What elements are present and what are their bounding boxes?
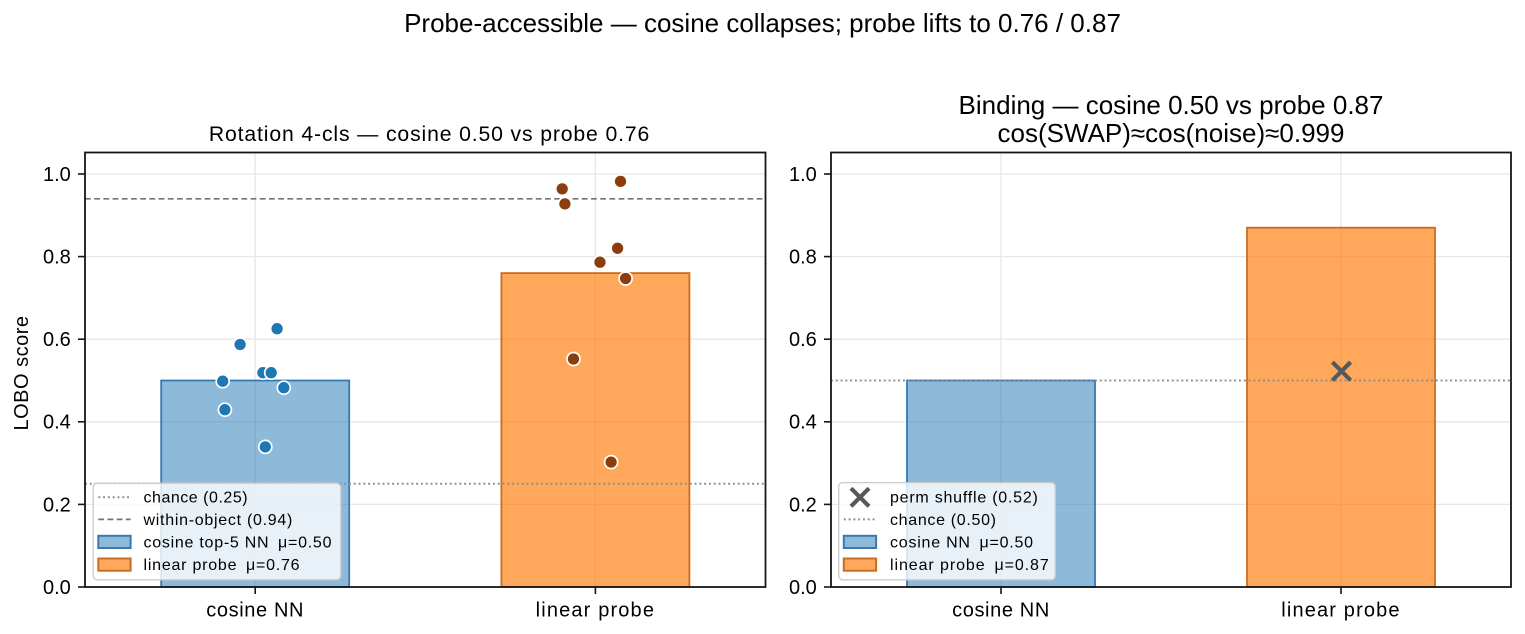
svg-text:0.8: 0.8 [43, 247, 71, 269]
svg-text:1.0: 1.0 [43, 164, 71, 186]
svg-text:Probe-accessible — cosine coll: Probe-accessible — cosine collapses; pro… [404, 8, 1121, 38]
svg-text:Rotation 4-cls — cosine 0.50: Rotation 4-cls — cosine 0.50 vs probe 0.… [209, 123, 650, 146]
svg-text:Binding — cosine 0.50 vs probe: Binding — cosine 0.50 vs probe 0.87 [959, 90, 1384, 120]
svg-text:0.6: 0.6 [789, 329, 817, 351]
svg-text:chance (0.25): chance (0.25) [144, 490, 249, 507]
svg-text:within-object (0.94): within-object (0.94) [143, 512, 294, 529]
svg-text:linear probe: linear probe [1281, 599, 1400, 621]
svg-text:LOBO score: LOBO score [11, 315, 33, 430]
svg-text:linear probe μ=0.76: linear probe μ=0.76 [144, 557, 301, 574]
svg-text:cos(SWAP)≈cos(noise)≈0.999: cos(SWAP)≈cos(noise)≈0.999 [998, 118, 1345, 148]
svg-text:cosine NN: cosine NN [952, 599, 1050, 621]
svg-text:cosine top-5 NN μ=0.50: cosine top-5 NN μ=0.50 [144, 534, 333, 551]
svg-text:perm shuffle (0.52): perm shuffle (0.52) [890, 490, 1039, 507]
svg-text:0.2: 0.2 [43, 494, 71, 516]
svg-text:linear probe μ=0.87: linear probe μ=0.87 [890, 557, 1050, 574]
svg-text:linear probe: linear probe [536, 599, 655, 621]
svg-text:chance (0.50): chance (0.50) [890, 512, 997, 529]
svg-text:0.4: 0.4 [789, 412, 817, 434]
svg-text:cosine NN: cosine NN [206, 599, 304, 621]
svg-text:0.0: 0.0 [43, 577, 71, 599]
svg-text:0.6: 0.6 [43, 329, 71, 351]
svg-text:1.0: 1.0 [789, 164, 817, 186]
svg-text:0.0: 0.0 [789, 577, 817, 599]
svg-text:0.2: 0.2 [789, 494, 817, 516]
svg-text:cosine NN μ=0.50: cosine NN μ=0.50 [890, 534, 1034, 551]
svg-text:0.4: 0.4 [43, 412, 71, 434]
svg-text:0.8: 0.8 [789, 247, 817, 269]
